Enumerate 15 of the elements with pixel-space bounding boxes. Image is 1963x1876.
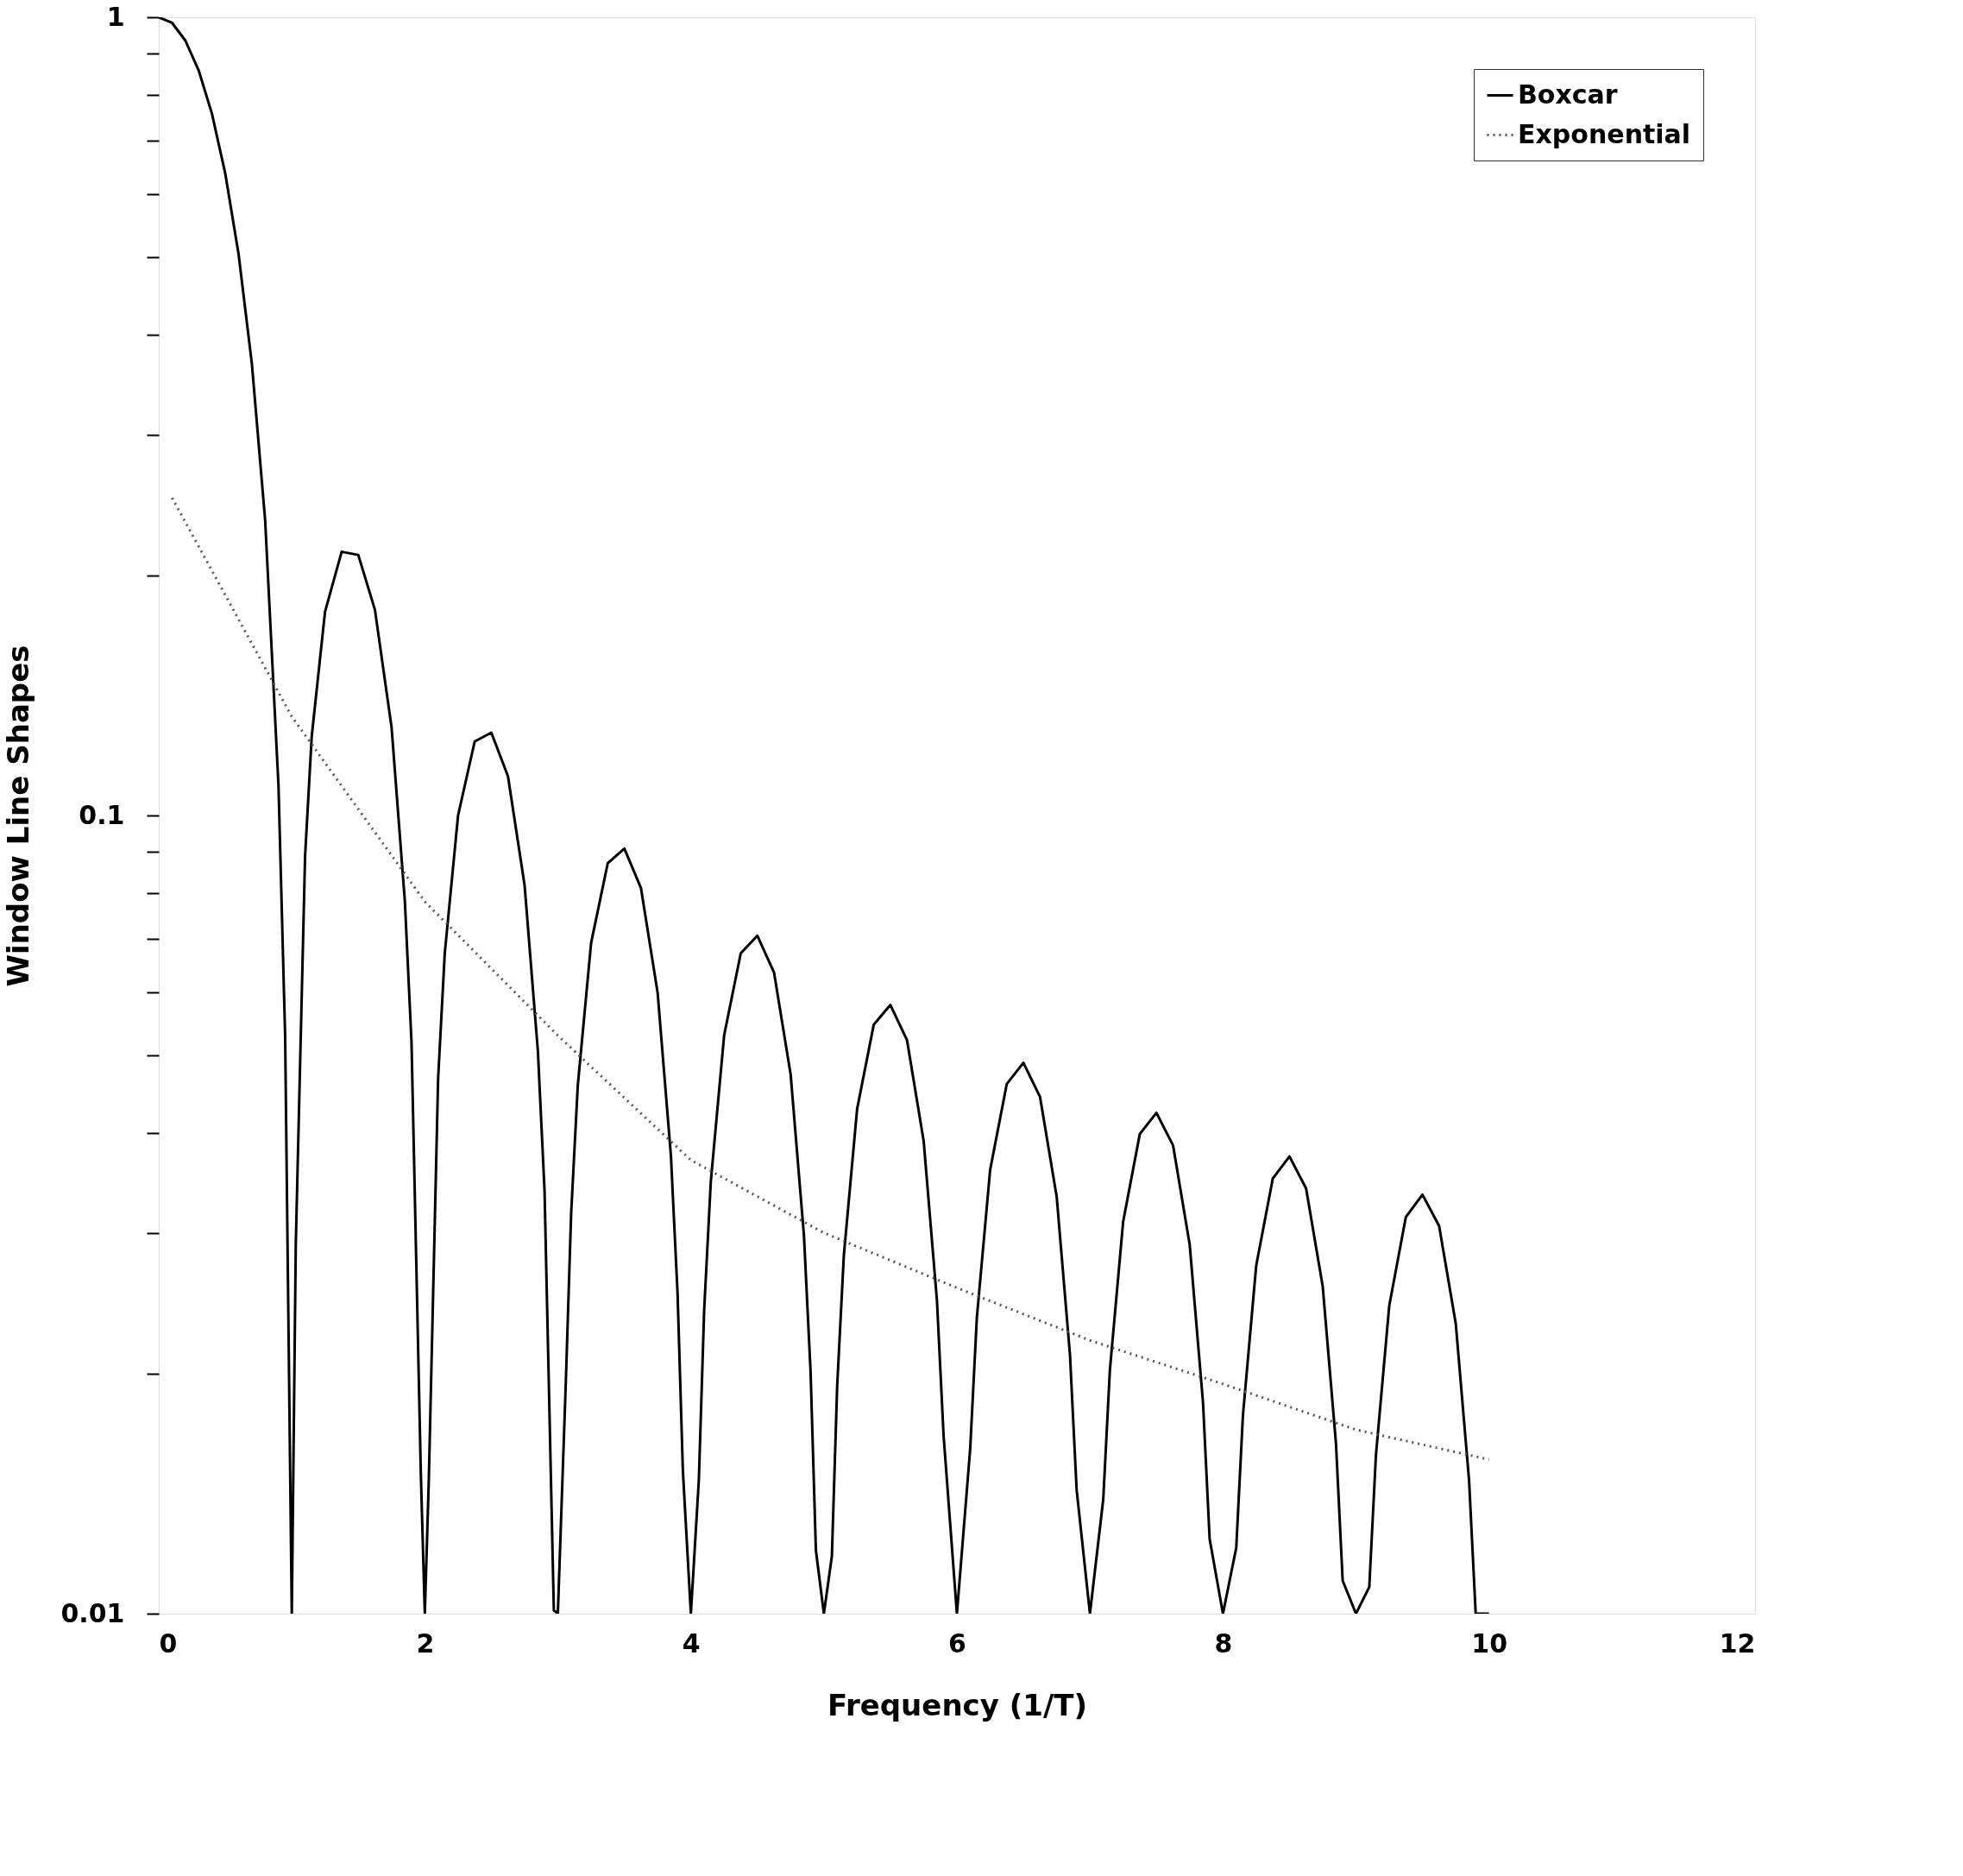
legend-label: Boxcar [1518,79,1618,110]
x-tick-label: 0 [159,1627,178,1659]
y-tick-label: 0.01 [60,1597,125,1628]
x-axis-title: Frequency (1/T) [827,1687,1088,1722]
x-tick-label: 4 [682,1627,701,1659]
x-tick-label: 2 [416,1627,435,1659]
x-tick-label: 8 [1214,1627,1233,1659]
x-tick-label: 6 [948,1627,966,1659]
legend-label: Exponential [1518,118,1691,149]
y-axis-title: Window Line Shapes [1,645,36,987]
line-series [170,496,1491,1461]
y-tick-label: 0.1 [79,799,125,830]
y-tick-label: 1 [106,1,125,32]
x-tick-label: 10 [1471,1627,1508,1659]
x-tick-label: 12 [1719,1627,1756,1659]
